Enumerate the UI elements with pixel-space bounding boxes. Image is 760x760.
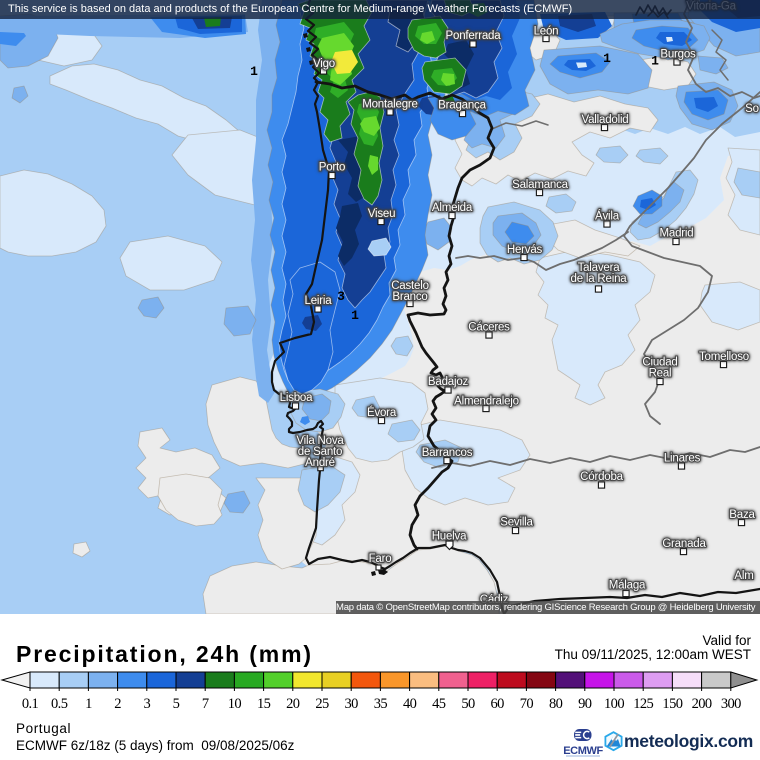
svg-text:200: 200 <box>692 696 712 712</box>
svg-text:Linares: Linares <box>664 453 701 465</box>
svg-text:Leiria: Leiria <box>305 295 333 307</box>
svg-text:1: 1 <box>250 64 258 79</box>
svg-text:Huelva: Huelva <box>432 531 467 543</box>
svg-text:1: 1 <box>603 51 611 66</box>
svg-text:Ponferrada: Ponferrada <box>446 30 502 42</box>
svg-text:Almeida: Almeida <box>432 202 473 214</box>
svg-text:0.5: 0.5 <box>51 696 68 712</box>
svg-text:70: 70 <box>520 696 534 712</box>
svg-text:Castelo: Castelo <box>391 280 429 292</box>
svg-text:León: León <box>534 26 559 38</box>
svg-text:Branco: Branco <box>392 291 427 303</box>
svg-text:Évora: Évora <box>367 406 397 419</box>
svg-text:Barrancos: Barrancos <box>422 447 473 459</box>
svg-text:Bragança: Bragança <box>438 100 486 112</box>
svg-text:Almendralejo: Almendralejo <box>454 396 519 408</box>
svg-text:5: 5 <box>173 696 180 712</box>
svg-text:3: 3 <box>337 289 345 304</box>
svg-text:80: 80 <box>549 696 563 712</box>
svg-text:Cáceres: Cáceres <box>468 322 510 334</box>
svg-text:90: 90 <box>578 696 592 712</box>
svg-text:40: 40 <box>403 696 417 712</box>
svg-text:1: 1 <box>651 54 659 69</box>
svg-text:10: 10 <box>228 696 242 712</box>
svg-text:Málaga: Málaga <box>609 580 646 592</box>
svg-text:Badajoz: Badajoz <box>428 376 469 388</box>
svg-text:Ciudad: Ciudad <box>642 357 677 369</box>
svg-text:Salamanca: Salamanca <box>512 179 569 191</box>
svg-text:Granada: Granada <box>662 538 706 550</box>
svg-text:Ávila: Ávila <box>595 210 620 223</box>
svg-text:de Santo: de Santo <box>298 446 342 458</box>
svg-text:Porto: Porto <box>319 162 346 174</box>
svg-text:1: 1 <box>351 308 359 323</box>
svg-text:Real: Real <box>649 368 672 380</box>
svg-text:Vigo: Vigo <box>313 58 335 70</box>
svg-text:Lisboa: Lisboa <box>280 392 313 404</box>
svg-text:15: 15 <box>257 696 271 712</box>
svg-text:de la Reina: de la Reina <box>571 273 628 285</box>
svg-text:7: 7 <box>202 696 209 712</box>
svg-text:Córdoba: Córdoba <box>580 471 624 483</box>
svg-text:30: 30 <box>345 696 359 712</box>
svg-text:45: 45 <box>432 696 446 712</box>
svg-text:25: 25 <box>315 696 329 712</box>
svg-text:Montalegre: Montalegre <box>362 99 418 111</box>
svg-text:meteologix.com: meteologix.com <box>624 731 753 751</box>
svg-text:André: André <box>305 457 335 469</box>
svg-text:Burgos: Burgos <box>660 49 696 61</box>
svg-text:ECMWF: ECMWF <box>563 745 603 757</box>
svg-text:20: 20 <box>286 696 300 712</box>
svg-text:Madrid: Madrid <box>660 228 694 240</box>
svg-text:300: 300 <box>721 696 741 712</box>
svg-text:3: 3 <box>143 696 150 712</box>
svg-text:Vila Nova: Vila Nova <box>296 435 344 447</box>
svg-text:100: 100 <box>604 696 624 712</box>
svg-text:Talavera: Talavera <box>578 262 621 274</box>
svg-text:35: 35 <box>374 696 388 712</box>
svg-text:Hervás: Hervás <box>507 244 543 256</box>
svg-text:Baza: Baza <box>729 509 755 521</box>
svg-text:2: 2 <box>114 696 121 712</box>
svg-text:60: 60 <box>491 696 505 712</box>
svg-text:Sevilla: Sevilla <box>500 517 533 529</box>
svg-text:Faro: Faro <box>369 553 392 565</box>
svg-text:0.1: 0.1 <box>22 696 39 712</box>
svg-text:50: 50 <box>461 696 475 712</box>
svg-text:Alm: Alm <box>734 570 753 582</box>
svg-text:Viseu: Viseu <box>368 208 396 220</box>
svg-text:150: 150 <box>662 696 682 712</box>
svg-text:125: 125 <box>633 696 653 712</box>
svg-text:Valladolid: Valladolid <box>581 114 628 126</box>
svg-text:So: So <box>745 103 759 115</box>
svg-text:Tomelloso: Tomelloso <box>699 351 749 363</box>
svg-text:1: 1 <box>85 696 92 712</box>
